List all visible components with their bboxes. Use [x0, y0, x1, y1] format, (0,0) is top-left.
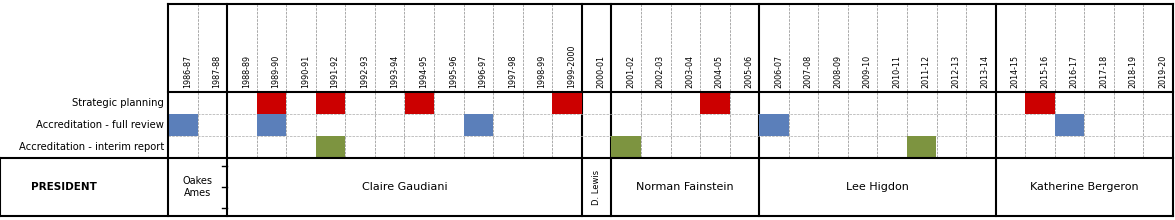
- Text: 2007-08: 2007-08: [804, 55, 813, 88]
- Bar: [907, 136, 936, 158]
- Text: 2000-01: 2000-01: [597, 55, 605, 88]
- Text: Lee Higdon: Lee Higdon: [846, 182, 908, 192]
- Text: 2004-05: 2004-05: [714, 55, 724, 88]
- Bar: [256, 114, 287, 136]
- Text: 1998-99: 1998-99: [537, 55, 546, 88]
- Text: 2016-17: 2016-17: [1069, 55, 1079, 88]
- Text: 2009-10: 2009-10: [862, 55, 872, 88]
- Text: 2018-19: 2018-19: [1129, 55, 1137, 88]
- Text: 2002-03: 2002-03: [656, 55, 665, 88]
- Text: Strategic planning: Strategic planning: [72, 98, 164, 108]
- Text: 1989-90: 1989-90: [271, 55, 281, 88]
- Text: 1991-92: 1991-92: [330, 55, 340, 88]
- Text: 2014-15: 2014-15: [1010, 55, 1020, 88]
- Text: Oakes
Ames: Oakes Ames: [182, 176, 213, 198]
- Text: Norman Fainstein: Norman Fainstein: [637, 182, 734, 192]
- Text: 1999-2000: 1999-2000: [568, 45, 576, 88]
- Text: Accreditation - interim report: Accreditation - interim report: [19, 142, 165, 152]
- Text: 2015-16: 2015-16: [1040, 55, 1049, 88]
- Bar: [464, 114, 493, 136]
- Bar: [611, 136, 640, 158]
- Bar: [316, 136, 345, 158]
- Text: 1990-91: 1990-91: [301, 55, 310, 88]
- Text: 2017-18: 2017-18: [1099, 55, 1108, 88]
- Text: 2001-02: 2001-02: [626, 55, 636, 88]
- Text: 1988-89: 1988-89: [242, 55, 251, 88]
- Text: 1987-88: 1987-88: [213, 55, 221, 88]
- Text: 1997-98: 1997-98: [508, 55, 517, 88]
- Bar: [168, 4, 1173, 216]
- Text: 2006-07: 2006-07: [774, 55, 783, 88]
- Text: 2011-12: 2011-12: [921, 55, 931, 88]
- Bar: [316, 92, 345, 114]
- Bar: [1055, 114, 1085, 136]
- Text: Claire Gaudiani: Claire Gaudiani: [362, 182, 448, 192]
- Bar: [759, 114, 788, 136]
- Text: 1986-87: 1986-87: [183, 55, 192, 88]
- Bar: [700, 92, 730, 114]
- Bar: [1026, 92, 1055, 114]
- Bar: [404, 92, 434, 114]
- Text: D. Lewis: D. Lewis: [592, 169, 602, 205]
- Bar: [256, 92, 287, 114]
- Text: PRESIDENT: PRESIDENT: [31, 182, 96, 192]
- Text: 2008-09: 2008-09: [833, 55, 842, 88]
- Text: 2019-20: 2019-20: [1159, 55, 1167, 88]
- Text: 2012-13: 2012-13: [952, 55, 960, 88]
- Text: 2010-11: 2010-11: [892, 55, 901, 88]
- Bar: [552, 92, 582, 114]
- Bar: [168, 114, 197, 136]
- Text: 1994-95: 1994-95: [419, 55, 428, 88]
- Text: 1993-94: 1993-94: [390, 55, 398, 88]
- Text: 2013-14: 2013-14: [981, 55, 989, 88]
- Text: Accreditation - full review: Accreditation - full review: [36, 120, 164, 130]
- Text: 2003-04: 2003-04: [685, 55, 694, 88]
- Text: Katherine Bergeron: Katherine Bergeron: [1030, 182, 1139, 192]
- Text: 2005-06: 2005-06: [745, 55, 753, 88]
- Text: 1992-93: 1992-93: [360, 55, 369, 88]
- Text: 1995-96: 1995-96: [449, 55, 458, 88]
- Text: 1996-97: 1996-97: [478, 55, 488, 88]
